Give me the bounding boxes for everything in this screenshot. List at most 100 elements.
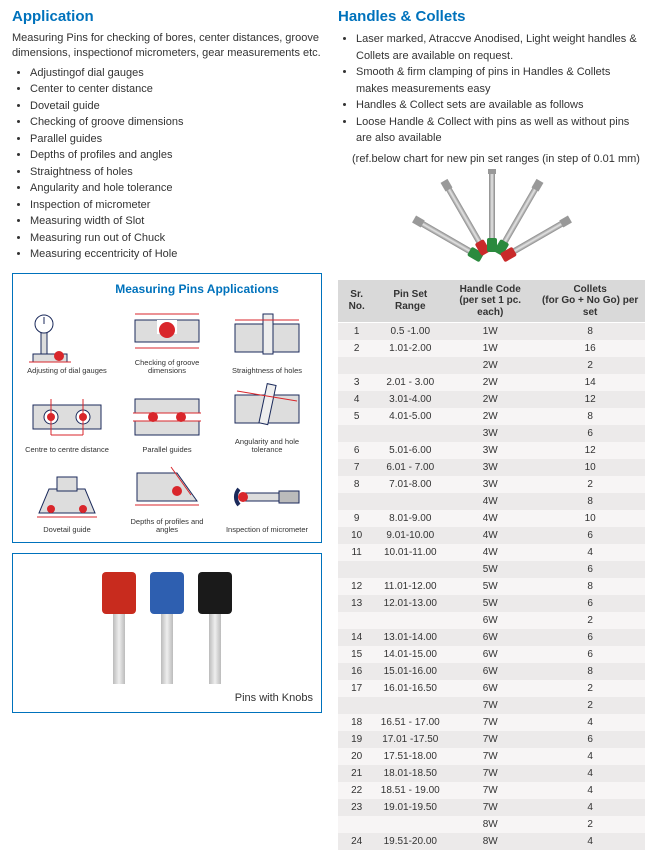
table-cell	[338, 357, 375, 374]
table-cell	[338, 425, 375, 442]
handles-bullet: Handles & Collect sets are available as …	[356, 97, 645, 114]
diagram-cell: Centre to centre distance	[21, 381, 113, 455]
table-row: 1716.01-16.506W2	[338, 680, 645, 697]
table-header: Pin Set Range	[375, 280, 445, 323]
diagram-caption: Adjusting of dial gauges	[27, 367, 107, 375]
table-cell: 20	[338, 748, 375, 765]
table-cell: 1	[338, 323, 375, 341]
table-cell	[375, 612, 445, 629]
application-bullet: Straightness of holes	[30, 164, 322, 181]
table-cell: 6	[535, 731, 645, 748]
diagram-caption: Straightness of holes	[232, 367, 302, 375]
table-cell: 19.01-19.50	[375, 799, 445, 816]
diagram-caption: Inspection of micrometer	[226, 526, 308, 534]
table-row: 32.01 - 3.002W14	[338, 374, 645, 391]
applications-diagram-title: Measuring Pins Applications	[81, 282, 313, 296]
table-cell: 4	[535, 748, 645, 765]
table-cell: 24	[338, 833, 375, 850]
application-bullets: Adjustingof dial gaugesCenter to center …	[30, 65, 322, 263]
application-intro: Measuring Pins for checking of bores, ce…	[12, 31, 322, 61]
table-cell	[375, 697, 445, 714]
table-cell: 7W	[445, 714, 535, 731]
table-cell: 2	[535, 697, 645, 714]
table-cell: 10	[338, 527, 375, 544]
table-cell: 8W	[445, 833, 535, 850]
table-header: Sr. No.	[338, 280, 375, 323]
table-cell: 4	[535, 544, 645, 561]
table-row: 76.01 - 7.003W10	[338, 459, 645, 476]
ref-note: (ref.below chart for new pin set ranges …	[352, 153, 645, 165]
table-cell: 18	[338, 714, 375, 731]
application-bullet: Depths of profiles and angles	[30, 147, 322, 164]
table-cell: 6	[535, 527, 645, 544]
table-cell: 18.51 - 19.00	[375, 782, 445, 799]
diagram-caption: Depths of profiles and angles	[121, 518, 213, 535]
table-cell: 4	[535, 765, 645, 782]
table-cell: 6	[535, 646, 645, 663]
table-cell: 2	[535, 357, 645, 374]
table-cell: 6	[535, 425, 645, 442]
table-cell: 7W	[445, 782, 535, 799]
table-cell: 2.01 - 3.00	[375, 374, 445, 391]
table-row: 109.01-10.004W6	[338, 527, 645, 544]
diagram-caption: Dovetail guide	[43, 526, 91, 534]
table-cell: 5.01-6.00	[375, 442, 445, 459]
table-cell: 11	[338, 544, 375, 561]
table-cell: 6W	[445, 680, 535, 697]
table-cell: 16	[338, 663, 375, 680]
table-row: 8W2	[338, 816, 645, 833]
table-cell: 12	[338, 578, 375, 595]
table-row: 1413.01-14.006W6	[338, 629, 645, 646]
table-cell: 2W	[445, 357, 535, 374]
table-cell: 2	[535, 816, 645, 833]
diagram-cell: Inspection of micrometer	[221, 461, 313, 535]
table-cell: 7W	[445, 697, 535, 714]
table-cell: 23	[338, 799, 375, 816]
table-cell: 5W	[445, 595, 535, 612]
application-bullet: Inspection of micrometer	[30, 197, 322, 214]
table-cell: 6W	[445, 663, 535, 680]
table-row: 1615.01-16.006W8	[338, 663, 645, 680]
table-row: 2W2	[338, 357, 645, 374]
table-cell: 11.01-12.00	[375, 578, 445, 595]
table-cell: 2	[535, 476, 645, 493]
table-cell: 3W	[445, 425, 535, 442]
table-cell: 19.51-20.00	[375, 833, 445, 850]
table-cell: 17.01 -17.50	[375, 731, 445, 748]
application-bullet: Measuring run out of Chuck	[30, 230, 322, 247]
application-bullet: Checking of groove dimensions	[30, 114, 322, 131]
knob-pin	[198, 572, 232, 684]
table-cell: 7.01-8.00	[375, 476, 445, 493]
diagram-cell: Parallel guides	[121, 381, 213, 455]
table-cell: 4	[338, 391, 375, 408]
table-row: 98.01-9.004W10	[338, 510, 645, 527]
table-cell: 14	[535, 374, 645, 391]
application-bullet: Parallel guides	[30, 131, 322, 148]
table-row: 21.01-2.001W16	[338, 340, 645, 357]
table-cell: 6	[535, 595, 645, 612]
table-cell: 4	[535, 714, 645, 731]
table-cell: 9.01-10.00	[375, 527, 445, 544]
table-cell: 8.01-9.00	[375, 510, 445, 527]
table-cell: 6W	[445, 646, 535, 663]
table-row: 3W6	[338, 425, 645, 442]
table-cell: 8	[535, 493, 645, 510]
applications-diagram-grid: Adjusting of dial gaugesChecking of groo…	[21, 302, 313, 535]
application-bullet: Center to center distance	[30, 81, 322, 98]
table-cell: 14	[338, 629, 375, 646]
table-cell: 9	[338, 510, 375, 527]
table-cell: 4W	[445, 527, 535, 544]
table-cell: 8W	[445, 816, 535, 833]
table-cell: 16	[535, 340, 645, 357]
table-cell: 21	[338, 765, 375, 782]
diagram-caption: Parallel guides	[142, 446, 191, 454]
table-cell: 8	[535, 663, 645, 680]
table-cell: 7W	[445, 765, 535, 782]
table-cell: 16.01-16.50	[375, 680, 445, 697]
table-cell: 6W	[445, 612, 535, 629]
table-row: 1514.01-15.006W6	[338, 646, 645, 663]
table-cell: 10	[535, 510, 645, 527]
table-cell: 3W	[445, 442, 535, 459]
table-cell	[338, 493, 375, 510]
table-cell: 8	[535, 578, 645, 595]
